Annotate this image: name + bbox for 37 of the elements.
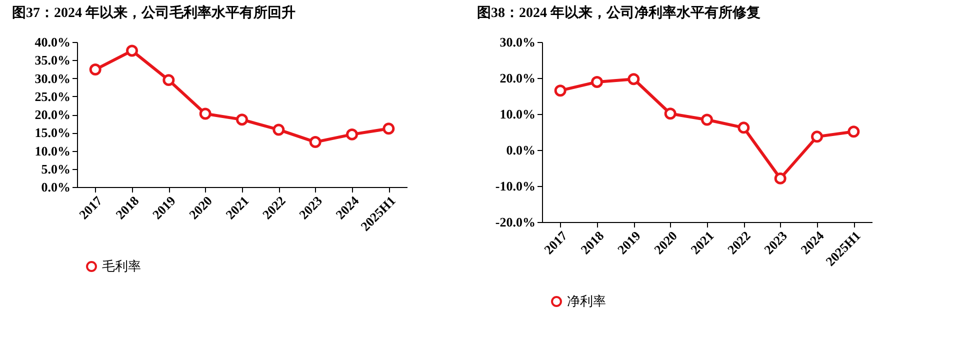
- point: [811, 130, 823, 143]
- point: [236, 114, 248, 126]
- y-tick-label: -20.0%: [495, 214, 536, 230]
- point: [162, 74, 175, 86]
- y-tick-label: 30.0%: [500, 34, 536, 50]
- chart-title: 图38：2024 年以来，公司净利率水平有所修复: [477, 4, 760, 21]
- point: [738, 122, 750, 134]
- y-tick-label: 0.0%: [41, 180, 70, 194]
- point: [591, 76, 603, 88]
- y-tick-label: 40.0%: [34, 34, 70, 50]
- point: [848, 126, 860, 138]
- point: [272, 124, 285, 136]
- point: [774, 172, 786, 184]
- point: [89, 64, 102, 76]
- y-tick-label: 20.0%: [500, 70, 536, 86]
- point: [382, 122, 395, 135]
- y-tick-label: 10.0%: [500, 106, 536, 122]
- y-tick-label: 10.0%: [34, 143, 70, 158]
- point: [346, 128, 358, 140]
- point: [199, 108, 212, 120]
- legend-label: 毛利率: [102, 258, 141, 274]
- point: [701, 114, 713, 126]
- point: [628, 73, 640, 86]
- y-tick-label: 0.0%: [506, 142, 536, 158]
- point: [664, 108, 676, 120]
- y-tick-label: 30.0%: [34, 70, 70, 86]
- y-tick-label: 20.0%: [34, 107, 70, 122]
- point: [554, 84, 566, 97]
- y-tick-label: -10.0%: [495, 178, 536, 194]
- legend-label: 净利率: [567, 294, 606, 308]
- chart-title: 图37：2024 年以来，公司毛利率水平有所回升: [12, 4, 296, 21]
- y-tick-label: 35.0%: [34, 52, 70, 68]
- point: [126, 44, 138, 57]
- y-tick-label: 5.0%: [41, 161, 70, 176]
- point: [309, 136, 322, 148]
- y-tick-label: 25.0%: [34, 88, 70, 104]
- y-tick-label: 15.0%: [34, 125, 70, 140]
